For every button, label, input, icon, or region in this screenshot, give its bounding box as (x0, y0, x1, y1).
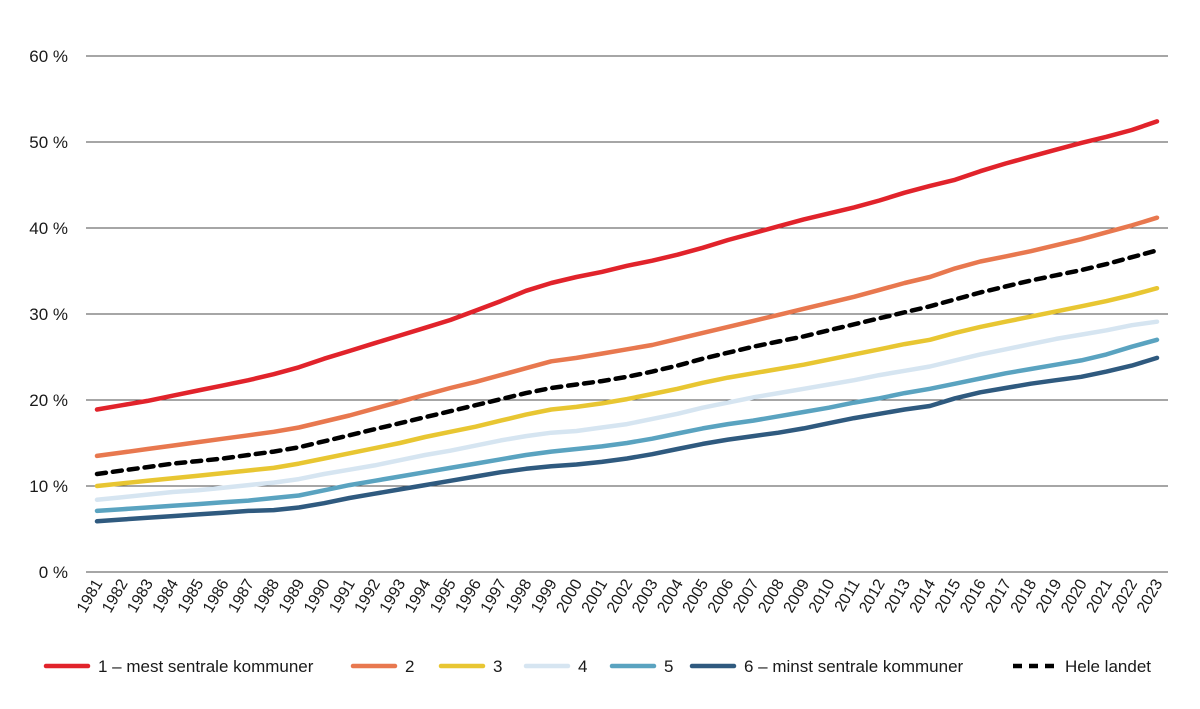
y-tick-label: 0 % (39, 563, 68, 582)
x-axis-tick-labels: 1981198219831984198519861987198819891990… (74, 576, 1167, 615)
y-tick-label: 60 % (29, 47, 68, 66)
x-tick-label: 1981 (74, 576, 107, 615)
x-tick-label: 2018 (1008, 576, 1041, 615)
series-line-2 (94, 215, 1160, 459)
x-tick-label: 2006 (705, 576, 738, 615)
y-tick-label: 20 % (29, 391, 68, 410)
legend-label: Hele landet (1065, 657, 1151, 676)
x-tick-label: 1988 (251, 576, 284, 615)
legend-label: 2 (405, 657, 414, 676)
x-tick-label: 2001 (579, 576, 612, 615)
x-tick-label: 2012 (856, 576, 889, 615)
x-tick-label: 1991 (326, 576, 359, 615)
x-tick-label: 1984 (150, 576, 183, 615)
x-tick-label: 1985 (175, 576, 208, 615)
x-tick-label: 1992 (352, 576, 385, 615)
x-tick-label: 2007 (730, 576, 763, 615)
x-tick-label: 2015 (932, 576, 965, 615)
series-line-1 (94, 119, 1160, 412)
x-tick-label: 1993 (377, 576, 410, 615)
series-lines (94, 119, 1160, 524)
x-tick-label: 2010 (806, 576, 839, 615)
gridlines (86, 55, 1168, 573)
x-tick-label: 2019 (1033, 576, 1066, 615)
x-tick-label: 2003 (629, 576, 662, 615)
x-tick-label: 1986 (200, 576, 233, 615)
x-tick-label: 2002 (604, 576, 637, 615)
legend-label: 4 (578, 657, 587, 676)
x-tick-label: 1982 (99, 576, 132, 615)
y-tick-label: 40 % (29, 219, 68, 238)
x-tick-label: 2004 (654, 576, 687, 615)
x-tick-label: 2023 (1134, 576, 1167, 615)
x-tick-label: 2020 (1058, 576, 1091, 615)
y-tick-label: 10 % (29, 477, 68, 496)
x-tick-label: 1987 (225, 576, 258, 615)
x-tick-label: 1999 (528, 576, 561, 615)
series-line-3 (94, 285, 1160, 489)
x-tick-label: 1994 (402, 576, 435, 615)
legend: 1 – mest sentrale kommuner 2 3 4 5 6 – minst … (43, 657, 1151, 676)
y-tick-label: 50 % (29, 133, 68, 152)
y-tick-label: 30 % (29, 305, 68, 324)
legend-label: 6 – minst sentrale kommuner (744, 657, 964, 676)
x-tick-label: 1983 (124, 576, 157, 615)
x-tick-label: 1998 (503, 576, 536, 615)
x-tick-label: 2017 (983, 576, 1016, 615)
series-line-5 (94, 337, 1160, 514)
x-tick-label: 2013 (882, 576, 915, 615)
legend-label: 5 (664, 657, 673, 676)
legend-label: 1 – mest sentrale kommuner (98, 657, 314, 676)
x-tick-label: 2022 (1109, 576, 1142, 615)
series-line-4 (94, 319, 1160, 503)
x-tick-label: 1995 (427, 576, 460, 615)
x-tick-label: 1997 (478, 576, 511, 615)
series-line-7 (94, 248, 1160, 477)
x-tick-label: 2008 (755, 576, 788, 615)
x-tick-label: 2009 (781, 576, 814, 615)
x-tick-label: 2016 (957, 576, 990, 615)
legend-label: 3 (493, 657, 502, 676)
x-tick-label: 1990 (301, 576, 334, 615)
series-line-6 (94, 355, 1160, 524)
y-axis-tick-labels: 0 % 10 % 20 % 30 % 40 % 50 % 60 % (29, 47, 68, 582)
x-tick-label: 2000 (553, 576, 586, 615)
x-tick-label: 2014 (907, 576, 940, 615)
x-tick-label: 1996 (453, 576, 486, 615)
x-tick-label: 2005 (680, 576, 713, 615)
x-tick-label: 2021 (1083, 576, 1116, 615)
x-tick-label: 1989 (276, 576, 309, 615)
